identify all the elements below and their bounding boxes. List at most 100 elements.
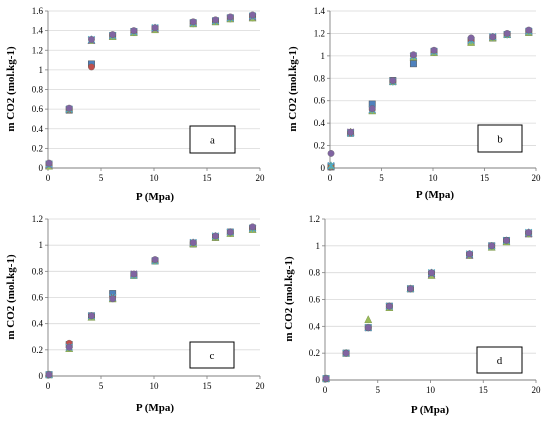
data-point-s6-9 <box>226 228 234 236</box>
chart-panel-d: 0 0.2 0.4 0.6 0.8 1 1.2 0 5 10 15 20 P (Mpa) m CO2 (m… <box>283 214 541 416</box>
x-tick-label: 20 <box>532 173 542 183</box>
data-point-s6-10 <box>249 11 256 19</box>
data-point-s6-1 <box>327 150 335 157</box>
data-point-s6-8 <box>488 242 496 250</box>
data-point-s6-8 <box>212 232 219 240</box>
y-axis-label: m CO2 (mol.kg-1) <box>5 254 17 340</box>
y-tick-label: 1.2 <box>309 214 320 224</box>
data-point-s6-3 <box>364 324 372 332</box>
data-point-s6-7 <box>467 34 475 42</box>
x-tick-label: 15 <box>203 381 213 391</box>
data-point-s6-5 <box>410 51 417 59</box>
panel-label: d <box>497 355 503 367</box>
data-point-s6-9 <box>503 30 511 37</box>
y-tick-label: 0 <box>39 163 44 173</box>
data-point-s6-4 <box>389 77 397 84</box>
chart-panel-b: 0 0.2 0.4 0.6 0.8 1 1.2 1.4 0 5 10 15 20 P (Mpa) m CO2… <box>287 6 541 201</box>
x-tick-label: 5 <box>376 385 381 395</box>
x-tick-label: 10 <box>150 381 160 391</box>
x-axis-label: P (Mpa) <box>416 189 455 201</box>
y-tick-label: 1 <box>316 241 321 251</box>
y-tick-label: 1 <box>39 65 44 75</box>
y-tick-label: 0.4 <box>32 124 44 134</box>
x-tick-label: 20 <box>256 173 266 183</box>
x-axis-label: P (Mpa) <box>136 191 175 203</box>
y-tick-label: 0.4 <box>309 321 321 331</box>
panel-label: c <box>210 350 215 362</box>
data-point-s6-6 <box>430 46 438 54</box>
y-tick-label: 0.8 <box>32 85 44 95</box>
panel-label-box <box>189 341 235 369</box>
x-tick-label: 10 <box>150 173 160 183</box>
data-point-s6-7 <box>189 18 197 26</box>
data-point-s6-5 <box>130 270 138 278</box>
data-point-s6-5 <box>407 285 414 293</box>
data-point-s6-7 <box>466 250 473 258</box>
x-tick-label: 5 <box>379 173 384 183</box>
y-tick-label: 1.2 <box>314 28 325 38</box>
y-tick-label: 0.6 <box>309 295 321 305</box>
data-point-s6-3 <box>368 105 376 112</box>
panel-label: a <box>210 135 215 147</box>
x-tick-label: 5 <box>99 173 104 183</box>
x-tick-label: 15 <box>203 173 213 183</box>
x-tick-label: 10 <box>429 173 439 183</box>
data-point-s6-1 <box>322 375 330 383</box>
y-tick-label: 0 <box>321 163 326 173</box>
data-point-s6-6 <box>151 24 159 32</box>
y-tick-label: 0.2 <box>309 348 320 358</box>
y-axis-label: m CO2 (mol.kg-1) <box>287 46 299 132</box>
data-point-s6-6 <box>428 269 435 277</box>
y-tick-label: 0 <box>39 371 44 381</box>
x-tick-label: 20 <box>256 381 266 391</box>
x-axis-label: P (Mpa) <box>136 402 175 414</box>
x-axis-label: P (Mpa) <box>411 404 450 416</box>
data-point-s6-10 <box>249 223 256 231</box>
panel-label-box <box>476 346 523 374</box>
chart-panel-a: 0 0.2 0.4 0.6 0.8 1 1.2 1.4 1.6 0 5 10 15 20 P (Mpa) m … <box>5 6 265 203</box>
data-point-s6-8 <box>489 33 497 41</box>
x-tick-label: 0 <box>328 173 333 183</box>
y-tick-label: 0.6 <box>32 104 44 114</box>
data-point-s6-6 <box>151 256 159 263</box>
y-axis-label: m CO2 (mol.kg-1) <box>5 46 17 132</box>
data-point-s6-7 <box>189 239 197 246</box>
x-tick-label: 5 <box>99 381 104 391</box>
data-point-s6-10 <box>525 229 533 236</box>
y-tick-label: 1.2 <box>32 214 43 224</box>
data-point-s3-3 <box>364 315 373 324</box>
y-tick-label: 1.4 <box>32 26 44 36</box>
data-point-s6-1 <box>45 371 53 379</box>
x-tick-label: 20 <box>532 385 542 395</box>
y-tick-label: 0.2 <box>32 143 43 153</box>
data-point-s6-5 <box>130 27 138 35</box>
y-tick-label: 0.8 <box>32 266 44 276</box>
data-point-s6-3 <box>88 312 95 320</box>
data-point-s6-10 <box>525 26 533 34</box>
y-tick-label: 1.2 <box>32 45 43 55</box>
data-point-s6-4 <box>385 302 393 310</box>
data-point-s6-9 <box>503 237 510 244</box>
y-tick-label: 0.4 <box>32 319 44 329</box>
data-point-s2-3 <box>88 63 95 71</box>
y-tick-label: 0.4 <box>314 118 326 128</box>
data-point-s1-5 <box>409 60 417 68</box>
x-tick-label: 10 <box>426 385 436 395</box>
x-tick-label: 15 <box>479 385 489 395</box>
data-point-s6-9 <box>226 13 234 21</box>
y-tick-label: 0.8 <box>309 268 321 278</box>
y-tick-label: 1.6 <box>32 6 44 16</box>
data-point-s6-4 <box>109 295 117 303</box>
y-tick-label: 0.8 <box>314 73 326 83</box>
y-tick-label: 1 <box>39 240 44 250</box>
y-tick-label: 1 <box>321 51 326 61</box>
panel-label-box <box>477 124 523 153</box>
data-point-s6-2 <box>347 128 354 136</box>
y-tick-label: 0.6 <box>314 96 326 106</box>
data-point-s6-2 <box>65 343 73 351</box>
data-point-s6-8 <box>212 16 219 24</box>
x-tick-label: 0 <box>46 173 51 183</box>
x-tick-label: 0 <box>46 381 51 391</box>
y-tick-label: 0.2 <box>32 345 43 355</box>
